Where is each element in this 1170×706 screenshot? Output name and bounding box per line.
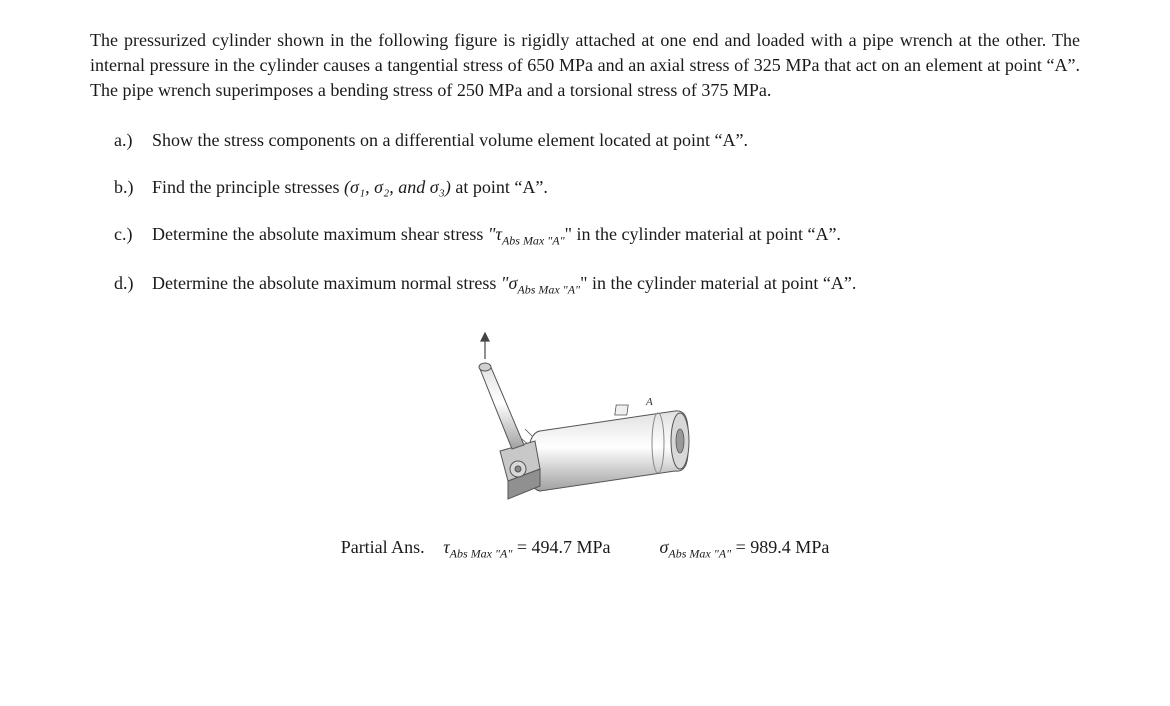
part-c: c.) Determine the absolute maximum shear…	[90, 222, 1080, 249]
part-b-text: Find the principle stresses (σ₁, σ₂, and…	[152, 175, 1080, 200]
part-a-text: Show the stress components on a differen…	[152, 128, 1080, 153]
part-d-text1: Determine the absolute maximum normal st…	[152, 273, 501, 293]
intro-paragraph: The pressurized cylinder shown in the fo…	[90, 28, 1080, 104]
sigma-symbol: "σ	[501, 273, 517, 293]
partial-answer: Partial Ans. τAbs Max "A" = 494.7 MPa σA…	[90, 537, 1080, 562]
ans-sigma-eq: = 989.4 MPa	[731, 537, 829, 557]
figure-container: A	[90, 321, 1080, 521]
part-b: b.) Find the principle stresses (σ₁, σ₂,…	[90, 175, 1080, 200]
tau-symbol: "τ	[488, 224, 502, 244]
ans-tau-eq: = 494.7 MPa	[512, 537, 610, 557]
part-a: a.) Show the stress components on a diff…	[90, 128, 1080, 153]
partial-ans-label: Partial Ans.	[341, 537, 425, 557]
partial-ans-sigma: σAbs Max "A" = 989.4 MPa	[660, 537, 830, 557]
part-b-sigma: (σ₁, σ₂, and σ₃)	[344, 177, 451, 197]
tau-close: "	[565, 224, 572, 244]
ans-tau-sub: Abs Max "A"	[450, 546, 513, 560]
point-a-marker: A	[615, 396, 653, 415]
part-d-symbol: "σAbs Max "A""	[501, 273, 588, 293]
sigma-sub: Abs Max "A"	[517, 283, 580, 297]
part-c-symbol: "τAbs Max "A""	[488, 224, 572, 244]
part-d-text: Determine the absolute maximum normal st…	[152, 271, 1080, 298]
part-d: d.) Determine the absolute maximum norma…	[90, 271, 1080, 298]
part-c-text1: Determine the absolute maximum shear str…	[152, 224, 488, 244]
part-d-text2: in the cylinder material at point “A”.	[587, 273, 856, 293]
part-c-text: Determine the absolute maximum shear str…	[152, 222, 1080, 249]
svg-text:A: A	[645, 396, 653, 408]
part-c-label: c.)	[114, 222, 152, 249]
part-b-label: b.)	[114, 175, 152, 200]
part-a-label: a.)	[114, 128, 152, 153]
partial-ans-tau: τAbs Max "A" = 494.7 MPa	[443, 537, 610, 557]
part-b-pre: Find the principle stresses	[152, 177, 344, 197]
part-b-post: at point “A”.	[451, 177, 548, 197]
cylinder-wrench-figure: A	[440, 321, 730, 521]
part-c-text2: in the cylinder material at point “A”.	[572, 224, 841, 244]
part-d-label: d.)	[114, 271, 152, 298]
ans-sigma-sub: Abs Max "A"	[668, 546, 731, 560]
tau-sub: Abs Max "A"	[502, 234, 565, 248]
